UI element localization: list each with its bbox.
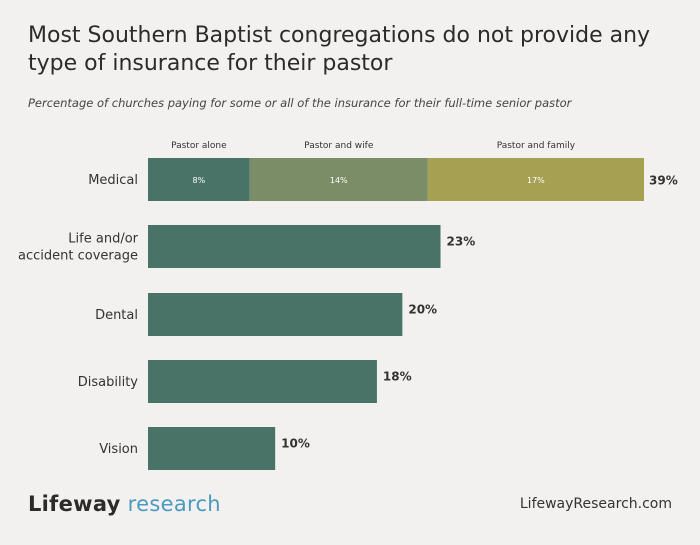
category-label: Life and/or bbox=[68, 232, 138, 247]
stacked-bar-segment bbox=[148, 158, 250, 201]
bar-value-label: 18% bbox=[383, 370, 412, 384]
bar-value-label: 23% bbox=[447, 235, 476, 249]
category-label: accident coverage bbox=[18, 249, 138, 264]
bar-chart: Medical 8% Pastor alone 14% Pastor and wife 1… bbox=[18, 141, 678, 470]
stacked-bar-segment bbox=[249, 158, 428, 201]
chart-title: Most Southern Baptist congregations do n… bbox=[28, 23, 651, 76]
bar bbox=[148, 293, 403, 336]
stacked-bar-segment bbox=[427, 158, 644, 201]
category-label: Vision bbox=[99, 442, 138, 457]
bar-value-label: 10% bbox=[281, 437, 310, 451]
segment-value-label: 8% bbox=[193, 176, 206, 185]
category-label: Medical bbox=[88, 173, 138, 188]
legend-label: Pastor alone bbox=[171, 141, 227, 151]
legend-label: Pastor and family bbox=[497, 141, 576, 151]
bar bbox=[148, 427, 276, 470]
segment-value-label: 14% bbox=[330, 176, 348, 185]
logo-sub: research bbox=[127, 492, 221, 516]
bar-value-label: 39% bbox=[649, 174, 678, 188]
bar bbox=[148, 225, 441, 268]
category-label: Disability bbox=[78, 375, 139, 390]
footer-url: LifewayResearch.com bbox=[519, 496, 672, 512]
segment-value-label: 17% bbox=[527, 176, 545, 185]
legend-label: Pastor and wife bbox=[304, 141, 374, 151]
lifeway-research-logo: Lifeway research bbox=[28, 492, 221, 516]
bar bbox=[148, 360, 377, 403]
logo-brand: Lifeway bbox=[28, 492, 121, 516]
bar-value-label: 20% bbox=[408, 303, 437, 317]
category-label: Dental bbox=[95, 308, 138, 323]
chart-subtitle: Percentage of churches paying for some o… bbox=[28, 96, 572, 110]
